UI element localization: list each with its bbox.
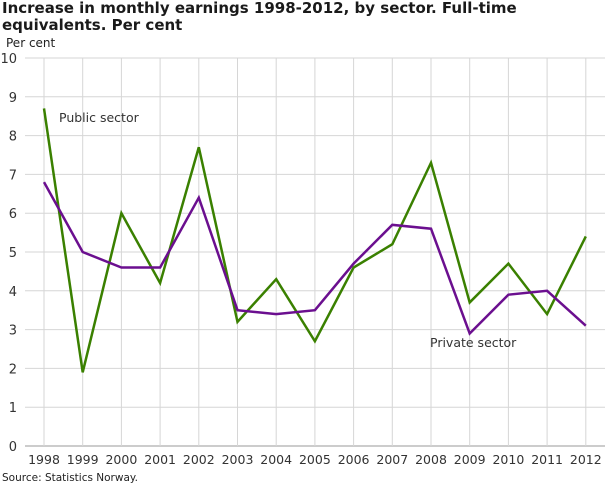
x-tick-label: 2002 [183,452,215,467]
y-tick-label: 7 [9,168,17,183]
x-tick-label: 1999 [67,452,99,467]
y-tick-label: 6 [9,207,17,222]
series-line-public-sector [42,108,587,373]
x-tick-label: 2012 [570,452,602,467]
y-tick-label: 3 [9,324,17,339]
x-tick-label: 2009 [454,452,486,467]
x-tick-label: 2006 [338,452,370,467]
y-axis-label: Per cent [6,36,56,50]
source-note: Source: Statistics Norway. [2,472,138,484]
y-tick-label: 9 [9,91,17,106]
y-tick-label: 0 [9,440,17,455]
series-label-public-sector: Public sector [59,110,140,125]
x-tick-label: 2000 [105,452,137,467]
x-tick-label: 2003 [222,452,254,467]
y-tick-label: 1 [9,401,17,416]
x-tick-label: 2001 [144,452,176,467]
series-line-private-sector [42,181,587,336]
x-tick-label: 2010 [492,452,524,467]
x-tick-label: 1998 [28,452,60,467]
y-tick-label: 4 [9,285,17,300]
chart-title: Increase in monthly earnings 1998-2012, … [2,0,517,34]
series-label-private-sector: Private sector [430,335,517,350]
x-tick-label: 2011 [531,452,563,467]
x-tick-label: 2005 [299,452,331,467]
y-tick-label: 8 [9,130,17,145]
x-tick-label: 2004 [260,452,292,467]
y-tick-label: 5 [9,246,17,261]
x-tick-label: 2008 [415,452,447,467]
y-tick-label: 10 [0,52,17,67]
y-tick-label: 2 [9,362,17,377]
x-tick-label: 2007 [376,452,408,467]
